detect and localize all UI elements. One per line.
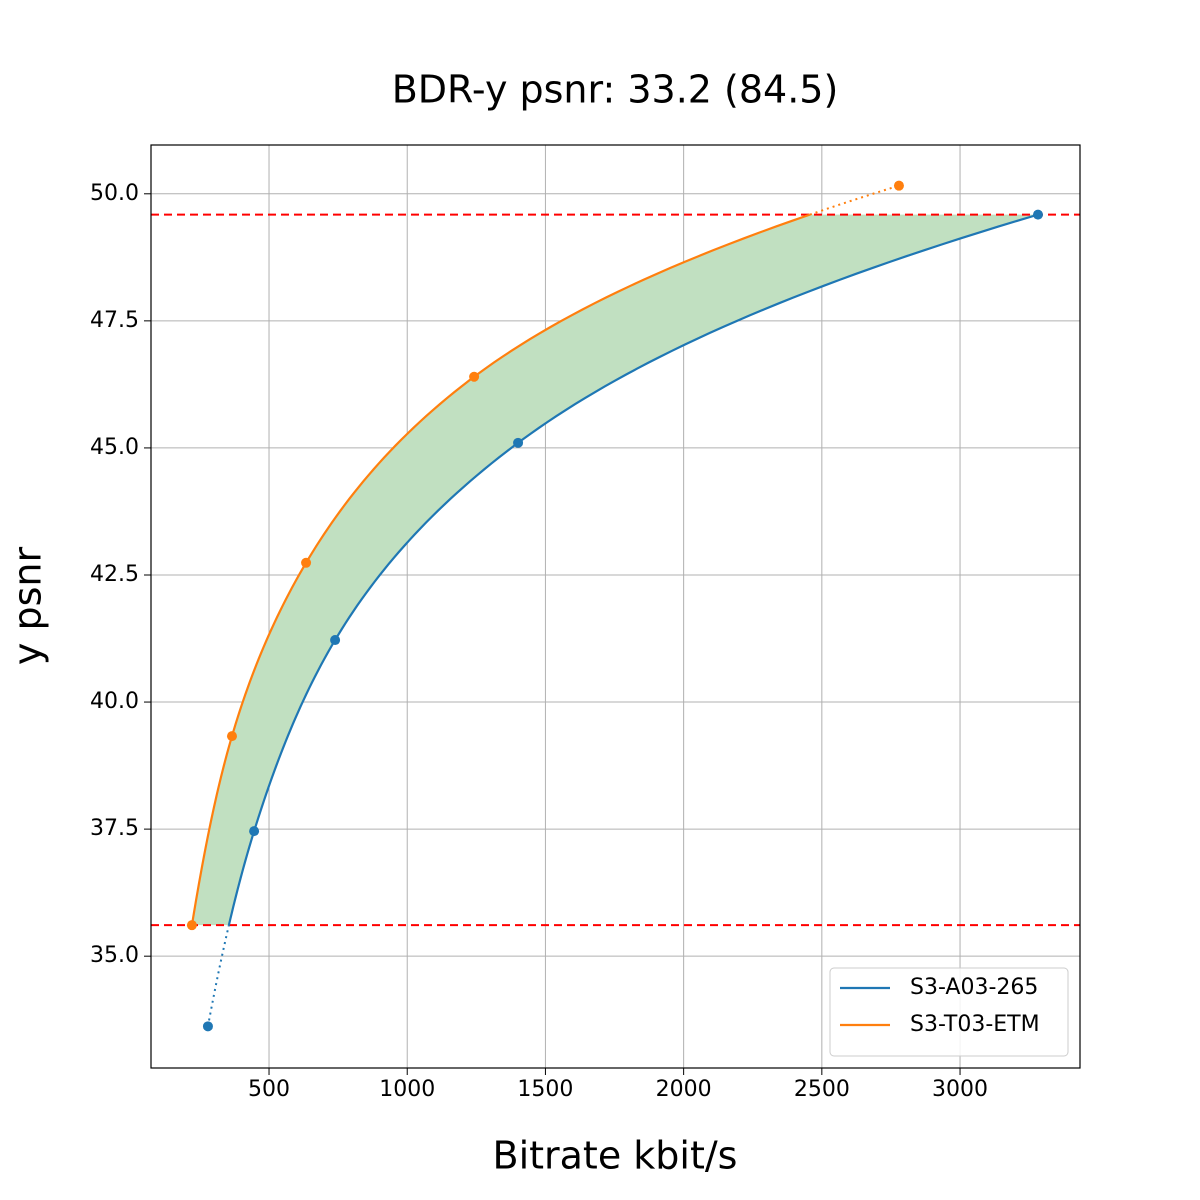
legend-label: S3-A03-265 bbox=[910, 975, 1038, 1000]
x-tick-label: 2000 bbox=[656, 1077, 712, 1102]
y-tick-label: 35.0 bbox=[90, 943, 139, 968]
data-point bbox=[893, 180, 904, 191]
x-tick-label: 2500 bbox=[794, 1077, 850, 1102]
data-point bbox=[226, 731, 237, 742]
fit-curve-extrapolated bbox=[809, 184, 900, 216]
data-point bbox=[301, 557, 312, 568]
plot-frame bbox=[150, 144, 1081, 1069]
chart-title: BDR-y psnr: 33.2 (84.5) bbox=[392, 68, 839, 112]
data-point bbox=[513, 437, 524, 448]
data-point bbox=[186, 920, 197, 931]
y-tick-label: 50.0 bbox=[90, 181, 139, 206]
x-axis-label: Bitrate kbit/s bbox=[493, 1134, 738, 1178]
x-tick-label: 3000 bbox=[932, 1077, 988, 1102]
x-tick-label: 500 bbox=[248, 1077, 290, 1102]
fit-curve-extrapolated bbox=[206, 924, 230, 1027]
x-tick-label: 1000 bbox=[379, 1077, 435, 1102]
legend-box bbox=[829, 967, 1069, 1057]
data-point bbox=[249, 826, 260, 837]
y-tick-label: 40.0 bbox=[90, 689, 139, 714]
x-tick-label: 1500 bbox=[517, 1077, 573, 1102]
y-tick-label: 42.5 bbox=[90, 562, 139, 587]
bdr-fill bbox=[191, 214, 1038, 926]
data-point bbox=[469, 371, 480, 382]
data-point bbox=[330, 635, 341, 646]
y-axis-label: y psnr bbox=[6, 547, 50, 666]
fit-curve bbox=[227, 213, 1039, 926]
fit-curve bbox=[190, 213, 811, 926]
legend-label: S3-T03-ETM bbox=[910, 1012, 1040, 1037]
y-tick-label: 45.0 bbox=[90, 435, 139, 460]
data-point bbox=[1032, 209, 1043, 220]
data-point bbox=[202, 1021, 213, 1032]
y-tick-label: 47.5 bbox=[90, 308, 139, 333]
y-tick-label: 37.5 bbox=[90, 816, 139, 841]
